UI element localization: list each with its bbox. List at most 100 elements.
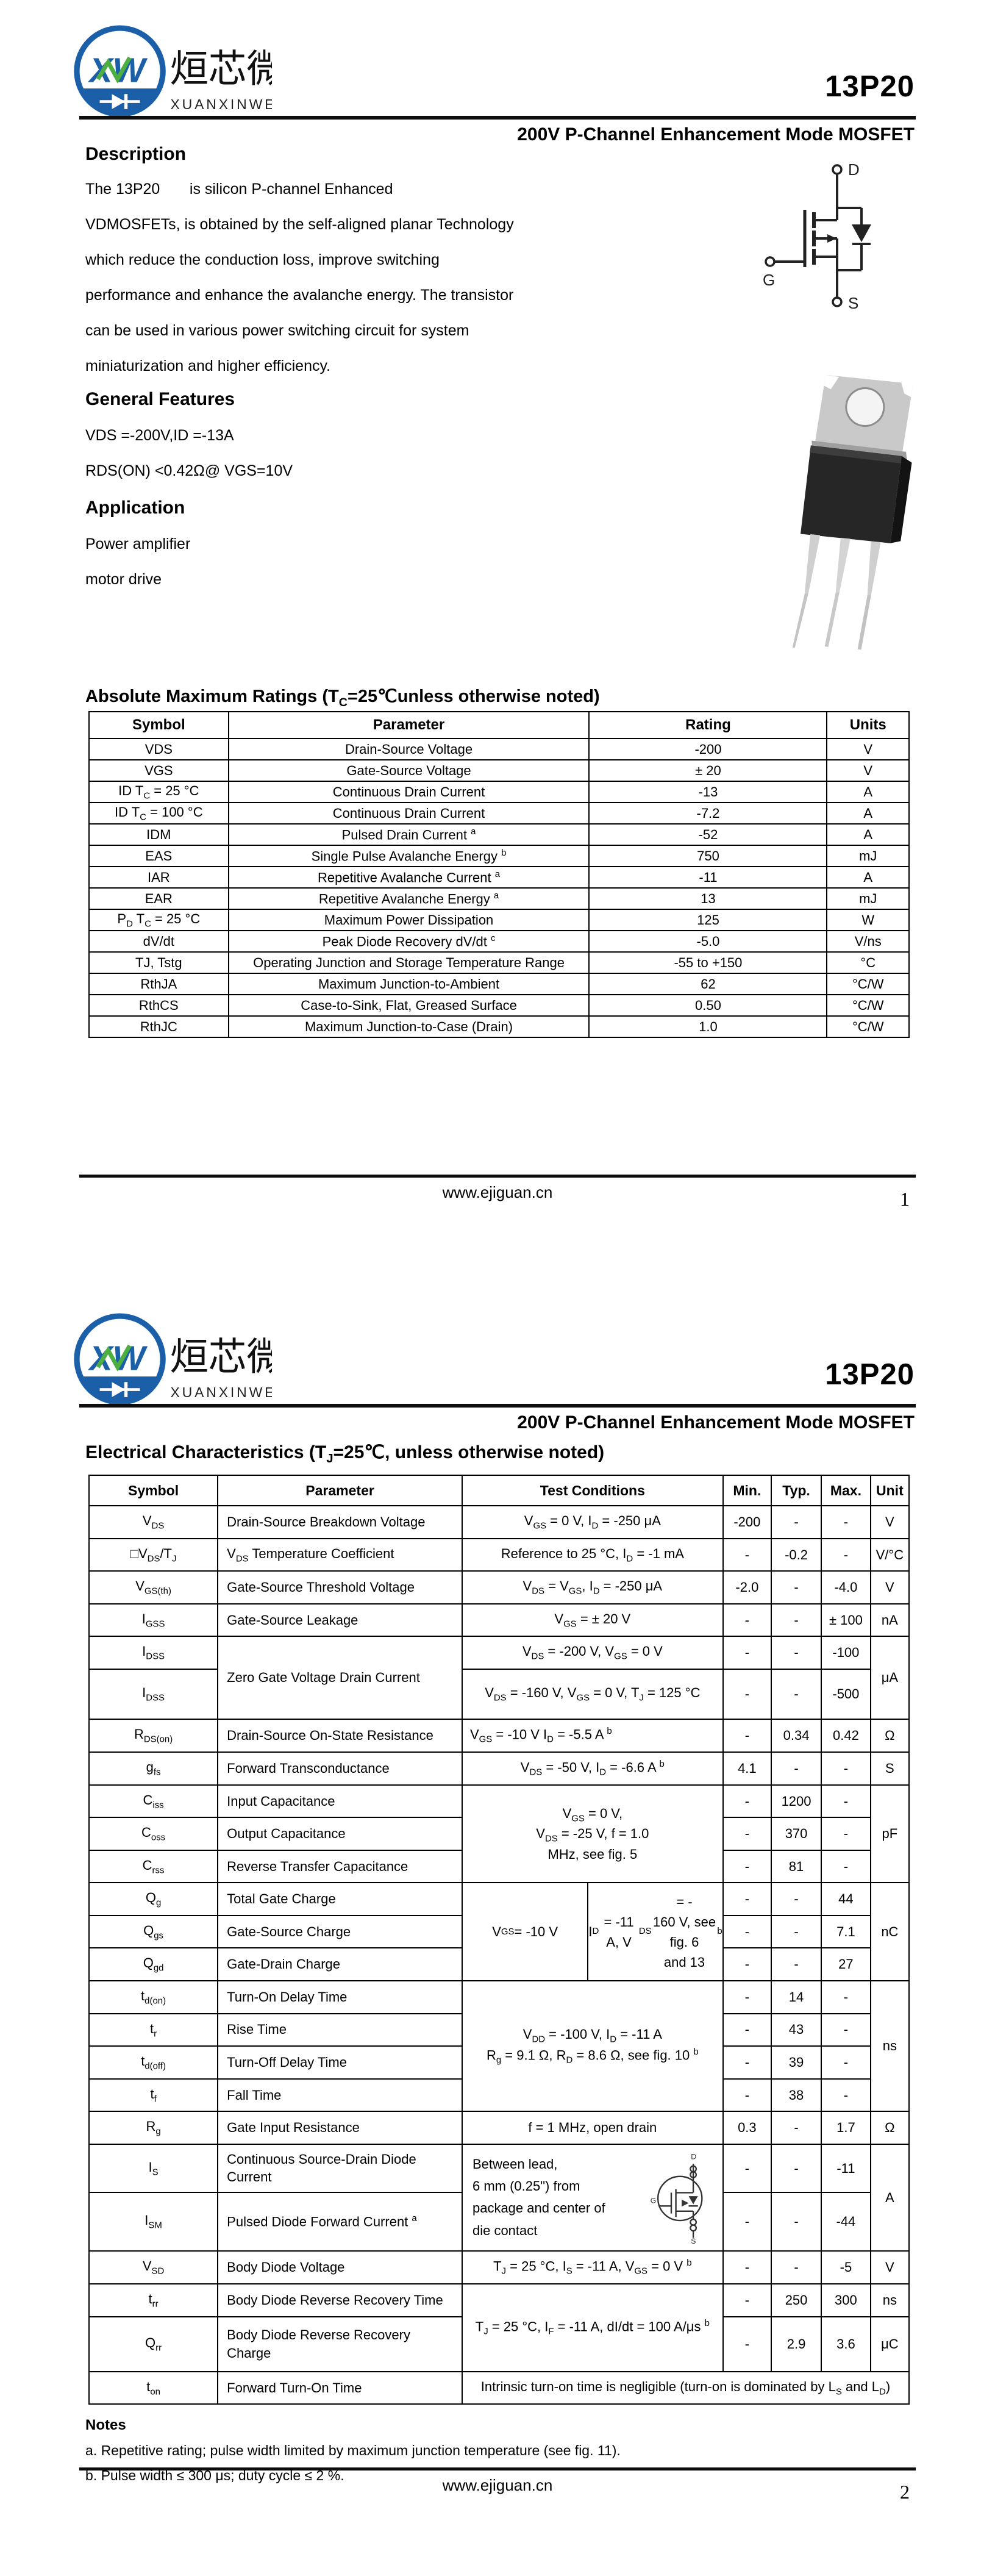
td-max: 3.6 [821,2316,871,2372]
to220-package-image [792,374,913,650]
td-symbol: IS [88,2143,219,2194]
td-min: - [722,1980,772,2014]
td-parameter: Maximum Junction-to-Ambient [227,973,590,995]
td-rating: -5.0 [588,930,828,953]
td-parameter: Continuous Drain Current [227,781,590,803]
td-symbol: ID TC = 100 °C [88,802,229,825]
td-typ: 0.34 [771,1718,822,1753]
td-max: 7.1 [821,1914,871,1949]
icon-gate-label: G [650,2197,656,2205]
logo-english-name: XUANXINWEI [170,1384,272,1400]
col-test-conditions: Test Conditions [461,1475,724,1506]
td-units: mJ [826,887,910,910]
note-a: a. Repetitive rating; pulse width limite… [85,2442,621,2459]
td-units: °C/W [826,1015,910,1038]
td-max: 1.7 [821,2111,871,2145]
td-parameter: Body Diode Reverse Recovery Time [217,2283,463,2317]
table-row: Coss Output Capacitance -370- [88,1817,909,1851]
td-parameter: Body Diode Voltage [217,2250,463,2285]
td-parameter: Zero Gate Voltage Drain Current [217,1636,463,1720]
td-parameter: Input Capacitance [217,1784,463,1819]
td-typ: - [771,1668,822,1720]
mosfet-arrow [827,234,836,243]
table-row: Qgs Gate-Source Charge - -7.1 [88,1914,909,1949]
td-cond: TJ = 25 °C, IF = -11 A, dI/dt = 100 A/μs… [461,2283,724,2372]
td-symbol: VSD [88,2250,219,2285]
description-line: can be used in various power switching c… [85,322,469,339]
col-parameter: Parameter [217,1475,463,1506]
td-typ: - [771,2250,822,2285]
td-cond: VGS = 0 V, ID = -250 μA [461,1505,724,1539]
td-cond-with-figure: Between lead, 6 mm (0.25") from package an… [461,2143,724,2252]
td-unit: V [869,1570,910,1605]
td-symbol: trr [88,2283,219,2317]
diode-icon [99,94,140,109]
td-units: A [826,781,910,803]
td-max: - [821,1817,871,1851]
td-units: A [826,866,910,889]
page-footer: www.ejiguan.cn 2 [79,2467,916,2522]
td-typ: - [771,1636,822,1670]
td-symbol: tr [88,2012,219,2047]
cond-left: V GS = -10 V [492,1923,558,1939]
td-symbol: Qgs [88,1914,219,1949]
td-typ: 250 [771,2283,822,2317]
logo-monogram: XW [88,1339,148,1378]
description-line: VDMOSFETs, is obtained by the self-align… [85,216,514,233]
td-typ: - [771,2111,822,2145]
table-row: VDS Drain-Source Voltage -200 V [88,738,910,760]
td-parameter: Case-to-Sink, Flat, Greased Surface [227,994,590,1017]
td-min: - [722,2250,772,2285]
td-units: A [826,802,910,825]
td-min: - [722,2078,772,2113]
td-parameter: Gate-Source Charge [217,1914,463,1949]
col-max: Max. [821,1475,871,1506]
brand-logo: XW 烜芯微 XUANXINWEI [71,1310,285,1416]
td-rating: 750 [588,845,828,867]
td-parameter: Drain-Source On-State Resistance [217,1718,463,1753]
td-max: - [821,1537,871,1572]
td-symbol: IDM [88,823,229,846]
td-parameter: VDS Temperature Coefficient [217,1537,463,1572]
table-row: td(on) Turn-On Delay Time VDD = -100 V, ID… [88,1980,910,2113]
td-symbol: gfs [88,1751,219,1786]
brand-logo-graphic: XW 烜芯微 XUANXINWEI [74,1313,285,1405]
footer-rule [79,1175,916,1178]
abs-max-heading: Absolute Maximum Ratings (TC=25℃unless o… [85,687,600,709]
td-min: - [722,1668,772,1720]
footer-rule [79,2467,916,2470]
td-symbol: Qgd [88,1947,219,1981]
td-min: - [722,1882,772,1916]
table-row: EAR Repetitive Avalanche Energy a 13 mJ [88,887,910,910]
td-parameter: Repetitive Avalanche Energy a [227,887,590,910]
td-min: - [722,1603,772,1637]
page-number: 2 [900,2481,910,2503]
drain-label: D [848,160,860,179]
td-units: mJ [826,845,910,867]
td-symbol: PD TC = 25 °C [88,909,229,931]
td-symbol: IGSS [88,1603,219,1637]
gate-label: G [763,271,775,289]
td-min: 0.3 [722,2111,772,2145]
td-symbol: Qrr [88,2316,219,2372]
table-row: tr Rise Time -43- [88,2012,909,2047]
td-parameter: Gate-Source Voltage [227,759,590,782]
td-unit: V [869,1505,910,1539]
td-parameter: Maximum Power Dissipation [227,909,590,931]
td-min: - [722,2143,772,2194]
td-max: 0.42 [821,1718,871,1753]
body-diode-icon [852,224,871,242]
diode-icon [99,1382,140,1397]
td-unit: S [869,1751,910,1786]
abs-max-table: Symbol Parameter Rating Units VDS Drain-S… [88,711,910,1038]
td-parameter: Turn-Off Delay Time [217,2045,463,2080]
td-unit: nA [869,1603,910,1637]
td-max: -11 [821,2143,871,2194]
td-symbol: RthJC [88,1015,229,1038]
td-symbol: EAS [88,845,229,867]
source-label: S [848,294,858,312]
mosfet-symbol-diagram: D G S [763,160,871,312]
table-row: Rg Gate Input Resistance f = 1 MHz, open d… [88,2111,910,2145]
td-typ: - [771,1914,822,1949]
